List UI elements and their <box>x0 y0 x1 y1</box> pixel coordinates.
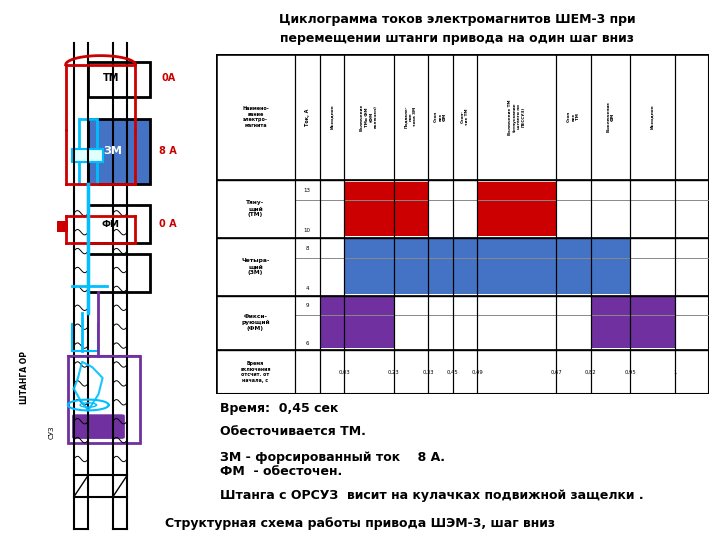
Bar <box>68 356 140 443</box>
FancyBboxPatch shape <box>73 415 124 438</box>
Text: 9: 9 <box>305 303 309 308</box>
Text: 0,49: 0,49 <box>472 369 483 375</box>
Text: Исходное: Исходное <box>650 105 654 129</box>
Text: Включение
ТМи ФМ
(ФМ
включен): Включение ТМи ФМ (ФМ включен) <box>360 103 378 131</box>
Text: Время:  0,45 сек: Время: 0,45 сек <box>220 402 338 415</box>
Text: Штанга с ОРСУЗ  висит на кулачках подвижной защелки .: Штанга с ОРСУЗ висит на кулачках подвижн… <box>220 489 643 502</box>
Text: 10: 10 <box>304 228 311 233</box>
Text: 0,45: 0,45 <box>447 369 459 375</box>
Text: Время
включения
отсчит. от
начала, с: Время включения отсчит. от начала, с <box>240 361 271 383</box>
Text: ЗМ: ЗМ <box>104 146 122 156</box>
Text: Выключение
ФМ: Выключение ФМ <box>606 102 615 132</box>
Text: 4: 4 <box>305 286 309 291</box>
Text: 0 А: 0 А <box>159 219 177 229</box>
Text: ШТАНГА ОР: ШТАНГА ОР <box>20 352 29 404</box>
Text: 8 А: 8 А <box>159 146 177 156</box>
Text: перемещении штанги привода на один шаг вниз: перемещении штанги привода на один шаг в… <box>280 32 634 45</box>
Text: 6: 6 <box>305 341 309 346</box>
Text: ТМ: ТМ <box>103 73 119 83</box>
Bar <box>89 254 150 292</box>
Text: Циклограмма токов электромагнитов ШЕМ-3 при: Циклограмма токов электромагнитов ШЕМ-3 … <box>279 14 636 26</box>
Text: Ток, А: Ток, А <box>305 108 310 126</box>
Text: Структурная схема работы привода ШЭМ-3, шаг вниз: Структурная схема работы привода ШЭМ-3, … <box>165 517 555 530</box>
Bar <box>89 62 150 97</box>
Text: Стоп-
тие ТМ: Стоп- тие ТМ <box>461 109 469 125</box>
Text: 0,03: 0,03 <box>338 369 350 375</box>
Text: 0,33: 0,33 <box>423 369 434 375</box>
Bar <box>72 148 102 162</box>
Text: Тяну-
щий
(ТМ): Тяну- щий (ТМ) <box>246 200 264 217</box>
Bar <box>89 119 150 184</box>
Bar <box>320 297 394 348</box>
Text: СУЗ: СУЗ <box>48 426 54 438</box>
Text: 8: 8 <box>305 246 309 251</box>
Bar <box>591 297 675 348</box>
Text: ЗМ - форсированный ток    8 А.: ЗМ - форсированный ток 8 А. <box>220 451 445 464</box>
Text: Стоп
вне
ТМ: Стоп вне ТМ <box>567 111 580 123</box>
Bar <box>58 221 68 232</box>
Text: Исходное: Исходное <box>330 105 334 129</box>
Text: 0,23: 0,23 <box>388 369 400 375</box>
Text: 0А: 0А <box>161 73 176 83</box>
Text: Фикси-
рующий
(ФМ): Фикси- рующий (ФМ) <box>241 314 270 331</box>
Text: Стоп
вне
ФМ: Стоп вне ФМ <box>434 111 447 123</box>
Text: ФМ  - обесточен.: ФМ - обесточен. <box>220 465 342 478</box>
Text: Подавле-
ние
тока ЗМ: Подавле- ние тока ЗМ <box>404 106 418 128</box>
Text: Включение ТМ
(отпускание
штанги по
ПЕССУЗ): Включение ТМ (отпускание штанги по ПЕССУ… <box>508 99 526 134</box>
Bar <box>79 119 97 184</box>
Text: Наимено-
вание
электро-
магнита: Наимено- вание электро- магнита <box>242 106 269 128</box>
Text: 13: 13 <box>304 188 311 193</box>
Bar <box>344 239 630 294</box>
Text: Обесточивается ТМ.: Обесточивается ТМ. <box>220 425 366 438</box>
Text: 0,82: 0,82 <box>585 369 597 375</box>
Text: Четыра-
щий
(ЗМ): Четыра- щий (ЗМ) <box>241 258 270 275</box>
Text: 0,95: 0,95 <box>624 369 636 375</box>
Text: 0,67: 0,67 <box>550 369 562 375</box>
Bar <box>344 181 428 236</box>
Text: 1: 1 <box>673 369 676 375</box>
Bar <box>89 205 150 243</box>
Text: ФМ: ФМ <box>102 220 120 228</box>
Bar <box>477 181 557 236</box>
